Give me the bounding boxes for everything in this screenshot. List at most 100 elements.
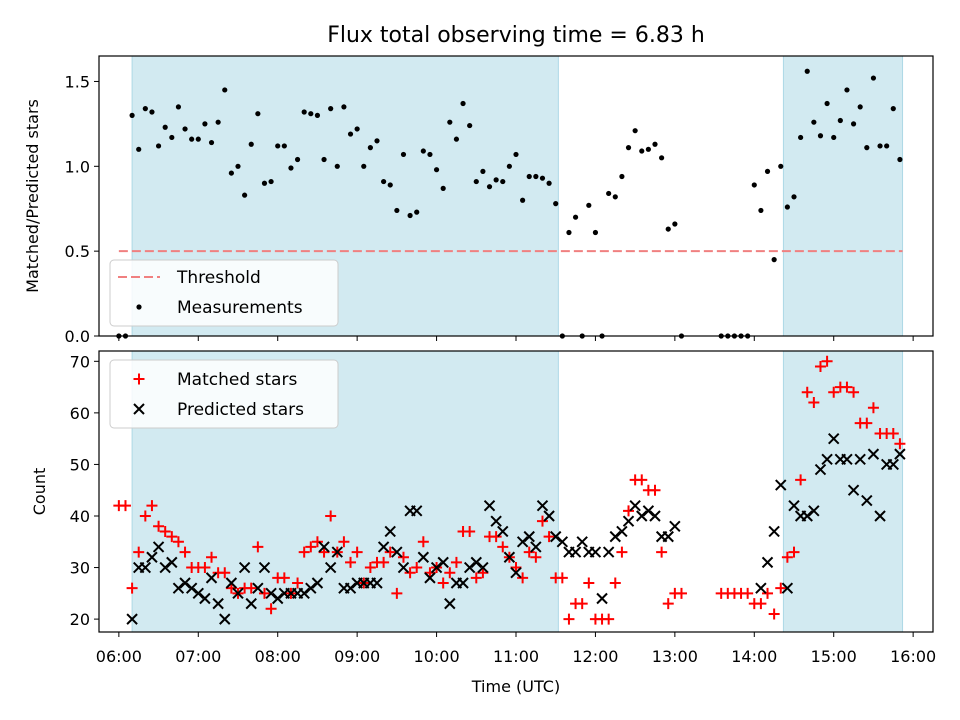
predicted-star-point bbox=[556, 536, 569, 548]
matched-star-point bbox=[126, 582, 138, 594]
matched-star-point bbox=[159, 525, 171, 537]
predicted-star-point bbox=[523, 530, 535, 543]
predicted-star-point bbox=[331, 546, 343, 558]
matched-star-point bbox=[199, 562, 211, 574]
predicted-star-point bbox=[490, 515, 502, 527]
matched-star-point bbox=[179, 546, 191, 558]
legend-matched-label: Matched stars bbox=[177, 370, 297, 390]
predicted-star-point bbox=[384, 525, 396, 538]
measurement-point bbox=[268, 178, 274, 185]
measurement-point bbox=[255, 111, 261, 117]
measurement-point bbox=[228, 170, 234, 176]
predicted-star-point bbox=[245, 597, 257, 610]
measurement-point bbox=[208, 139, 215, 146]
predicted-star-point bbox=[483, 499, 496, 512]
measurement-point bbox=[460, 100, 466, 107]
measurement-point bbox=[242, 192, 248, 198]
matched-star-point bbox=[841, 381, 853, 393]
matched-star-point bbox=[656, 546, 668, 558]
predicted-star-point bbox=[808, 505, 820, 517]
matched-star-point bbox=[861, 417, 873, 429]
measurement-point bbox=[824, 100, 830, 107]
predicted-star-point bbox=[510, 566, 522, 579]
measurement-point bbox=[281, 143, 287, 149]
measurement-point bbox=[275, 143, 281, 149]
predicted-star-point bbox=[437, 556, 449, 569]
measurement-point bbox=[619, 173, 625, 180]
measurement-point bbox=[672, 221, 678, 227]
predicted-star-point bbox=[139, 561, 152, 574]
predicted-star-point bbox=[775, 479, 787, 491]
xtick-label: 09:00 bbox=[334, 647, 380, 666]
predicted-star-point bbox=[543, 510, 555, 522]
measurement-point bbox=[374, 138, 380, 144]
predicted-star-point bbox=[616, 525, 628, 538]
predicted-star-point bbox=[444, 597, 456, 610]
measurement-point bbox=[890, 106, 896, 112]
predicted-star-point bbox=[755, 582, 767, 594]
xlabel: Time (UTC) bbox=[471, 677, 560, 696]
xtick-label: 08:00 bbox=[255, 647, 301, 666]
bottom-ytick-label: 40 bbox=[70, 507, 90, 526]
measurement-point bbox=[771, 257, 777, 263]
matched-star-point bbox=[477, 567, 489, 579]
matched-star-point bbox=[252, 541, 264, 553]
predicted-star-point bbox=[622, 515, 635, 527]
measurement-point bbox=[308, 111, 314, 117]
bottom-ytick-label: 30 bbox=[70, 559, 90, 578]
matched-star-point bbox=[351, 546, 363, 558]
measurement-point bbox=[857, 104, 863, 110]
matched-star-point bbox=[153, 520, 165, 532]
measurement-point bbox=[261, 180, 268, 186]
top-shaded-interval-2 bbox=[782, 55, 904, 337]
matched-star-point bbox=[305, 541, 317, 553]
matched-star-point bbox=[821, 355, 833, 367]
measurement-point bbox=[328, 106, 334, 112]
measurement-point bbox=[798, 134, 804, 141]
predicted-star-point bbox=[576, 536, 588, 548]
predicted-star-point bbox=[609, 530, 621, 543]
xtick-label: 06:00 bbox=[96, 647, 142, 666]
predicted-star-point bbox=[212, 597, 224, 610]
measurement-point bbox=[513, 151, 519, 158]
predicted-star-point bbox=[602, 546, 615, 558]
legend-measurements-label: Measurements bbox=[177, 298, 303, 318]
matched-star-point bbox=[345, 556, 357, 568]
measurement-point bbox=[248, 141, 254, 147]
measurement-point bbox=[811, 119, 817, 125]
predicted-star-point bbox=[463, 561, 476, 574]
bottom-legend bbox=[109, 359, 339, 429]
measurement-point bbox=[361, 163, 367, 169]
predicted-star-point bbox=[199, 592, 211, 605]
predicted-star-point bbox=[430, 561, 443, 574]
bottom-ytick-label: 20 bbox=[70, 610, 90, 629]
matched-star-point bbox=[808, 397, 820, 409]
measurement-point bbox=[394, 207, 400, 214]
predicted-star-point bbox=[305, 582, 317, 594]
matched-star-point bbox=[775, 582, 787, 594]
measurement-point bbox=[486, 184, 493, 190]
matched-star-point bbox=[298, 546, 310, 558]
measurement-point bbox=[659, 155, 665, 161]
top-panel: 0.0 0.5 1.0 1.5 Matched/Predicted stars Thres… bbox=[23, 55, 934, 346]
measurement-point bbox=[447, 119, 453, 125]
matched-star-point bbox=[894, 438, 906, 450]
predicted-star-point bbox=[232, 587, 244, 600]
measurement-point bbox=[301, 109, 307, 115]
predicted-star-point bbox=[252, 582, 264, 594]
measurement-point bbox=[837, 117, 843, 124]
legend-predicted-label: Predicted stars bbox=[177, 400, 304, 420]
predicted-star-point bbox=[497, 525, 509, 538]
predicted-star-point bbox=[457, 577, 469, 589]
matched-star-point bbox=[404, 567, 416, 579]
xtick-label: 16:00 bbox=[890, 647, 936, 666]
measurement-point bbox=[235, 163, 241, 169]
measurement-point bbox=[414, 209, 420, 215]
measurement-point bbox=[367, 145, 373, 151]
matched-star-point bbox=[583, 577, 595, 589]
measurement-point bbox=[506, 163, 512, 169]
matched-star-point bbox=[384, 546, 396, 558]
matched-star-point bbox=[378, 556, 390, 568]
bottom-ytick-label: 60 bbox=[70, 404, 90, 423]
predicted-star-point bbox=[470, 556, 482, 569]
